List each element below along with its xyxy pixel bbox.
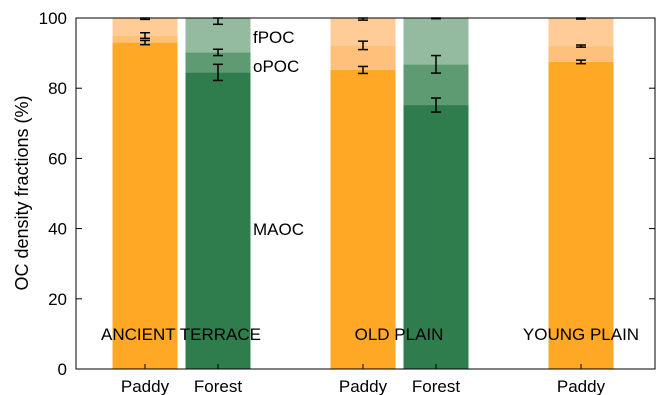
error-bar-5-maoc: [576, 59, 586, 65]
fraction-label-maoc: MAOC: [253, 220, 304, 239]
error-bar-5-opoc: [576, 44, 586, 48]
bar-segment-paddy-1-fpoc: [112, 18, 178, 36]
x-tick-label-3: Paddy: [339, 377, 388, 395]
y-tick-label-80: 80: [48, 79, 67, 98]
group-label-young-plain: YOUNG PLAIN: [523, 325, 639, 344]
error-bar-3-maoc: [358, 65, 368, 75]
y-tick-label-100: 100: [39, 9, 67, 28]
fraction-label-fpoc: fPOC: [253, 28, 295, 47]
error-bar-4-opoc: [431, 54, 441, 74]
error-bar-2-maoc: [213, 63, 223, 82]
bar-segment-paddy-5-opoc: [548, 46, 614, 62]
y-tick-label-0: 0: [58, 360, 67, 379]
error-bar-2-opoc: [213, 48, 223, 57]
x-tick-label-5: Paddy: [557, 377, 606, 395]
error-bars-layer: [140, 17, 586, 113]
y-tick-label-60: 60: [48, 149, 67, 168]
bar-segment-paddy-5-maoc: [548, 61, 614, 369]
x-tick-labels-layer: Paddy Forest Paddy Forest Paddy: [121, 364, 606, 395]
annotations-layer: fPOC oPOC MAOC ANCIENT TERRACE OLD PLAIN…: [101, 28, 639, 344]
group-label-ancient-terrace: ANCIENT TERRACE: [101, 325, 261, 344]
axes-layer: [75, 17, 656, 370]
error-bar-3-opoc: [358, 40, 368, 51]
y-ticks-layer: 0 20 40 60 80 100: [39, 9, 655, 379]
fraction-label-opoc: oPOC: [253, 57, 299, 76]
bars-layer: [112, 18, 614, 369]
bar-segment-forest-2-opoc: [185, 52, 251, 73]
bar-segment-paddy-1-maoc: [112, 42, 178, 369]
error-bar-1-opoc: [140, 31, 150, 40]
bar-segment-paddy-5-fpoc: [548, 18, 614, 47]
x-tick-label-4: Forest: [412, 377, 460, 395]
x-tick-label-2: Forest: [194, 377, 242, 395]
error-bar-1-maoc: [140, 39, 150, 46]
bar-segment-forest-2-maoc: [185, 72, 251, 369]
x-tick-label-1: Paddy: [121, 377, 170, 395]
y-tick-label-40: 40: [48, 220, 67, 239]
error-bar-4-maoc: [431, 97, 441, 113]
plot-frame: [75, 17, 656, 370]
y-tick-label-20: 20: [48, 290, 67, 309]
bar-segment-forest-4-maoc: [403, 105, 469, 369]
y-axis-title: OC density fractions (%): [12, 95, 32, 290]
bar-segment-paddy-3-maoc: [330, 69, 396, 369]
group-label-old-plain: OLD PLAIN: [355, 325, 444, 344]
